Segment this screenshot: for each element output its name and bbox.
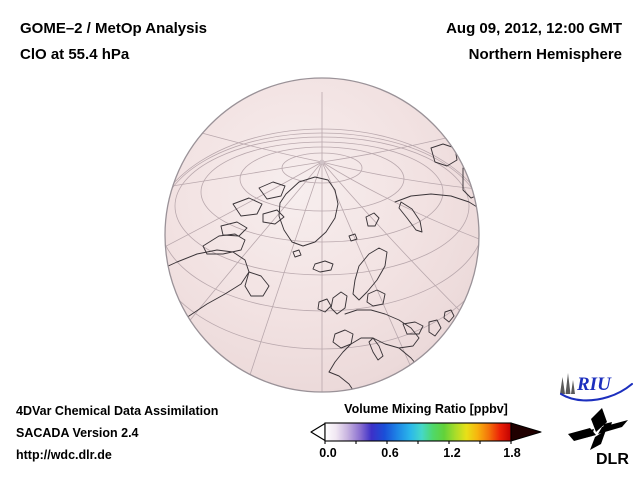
riu-logo: RIU [558,372,636,402]
colorbar-tick-1: 0.6 [381,446,399,460]
colorbar-tick-2: 1.2 [443,446,461,460]
colorbar-gradient [324,422,512,442]
timestamp-label: Aug 09, 2012, 12:00 GMT [446,20,622,37]
riu-swoosh-icon [559,382,634,402]
dlr-wordmark: DLR [596,451,629,468]
colorbar-scale [310,422,542,444]
dlr-mark-icon [568,408,628,450]
colorbar: Volume Mixing Ratio [ppbv] 0 [310,402,542,464]
region-label: Northern Hemisphere [468,46,622,63]
assimilation-method-label: 4DVar Chemical Data Assimilation [16,404,219,418]
colorbar-low-arrow [310,422,326,442]
version-label: SACADA Version 2.4 [16,426,139,440]
dlr-logo-svg: DLR [568,408,629,468]
riu-wordmark: RIU [576,374,612,395]
dlr-logo: DLR [566,406,634,468]
globe-map [163,76,481,394]
colorbar-tick-3: 1.8 [503,446,521,460]
riu-logo-svg: RIU [559,373,634,402]
colorbar-tick-0: 0.0 [319,446,337,460]
footer-credits: 4DVar Chemical Data Assimilation SACADA … [16,400,218,466]
page-title: GOME–2 / MetOp Analysis [20,20,207,37]
colorbar-ticks [324,441,512,444]
north-pole-marker [319,159,325,165]
globe-limb [164,77,480,393]
colorbar-high-arrow [510,422,542,442]
website-url[interactable]: http://wdc.dlr.de [16,448,112,462]
riu-skyline-icon [560,373,575,394]
colorbar-tick-labels: 0.0 0.6 1.2 1.8 [310,446,542,464]
colorbar-title: Volume Mixing Ratio [ppbv] [344,402,508,416]
orthographic-globe-svg [164,77,480,393]
header-left: GOME–2 / MetOp Analysis ClO at 55.4 hPa [20,16,207,68]
species-level-label: ClO at 55.4 hPa [20,46,130,63]
header-right: Aug 09, 2012, 12:00 GMT Northern Hemisph… [446,16,622,68]
